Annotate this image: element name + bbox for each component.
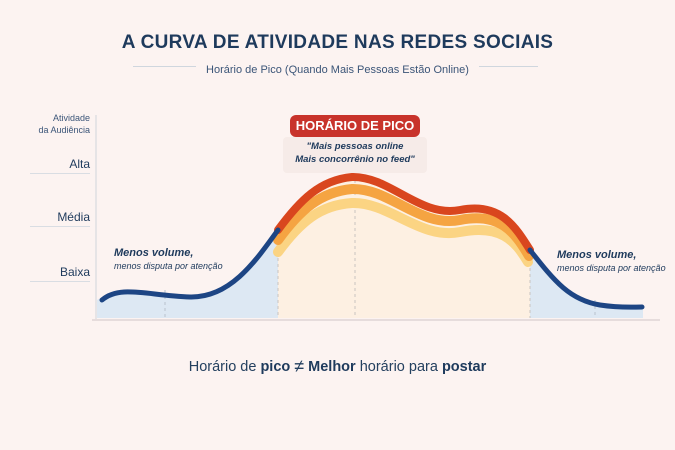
y-axis-label: Atividade da Audiência: [18, 112, 90, 136]
peak-note-line1: "Mais pessoas online: [306, 141, 404, 152]
y-tick-line: [30, 173, 90, 174]
not-equal-icon: ≠: [294, 356, 305, 376]
peak-note-line2: Mais concorrênio no feed": [295, 154, 415, 165]
right-region-note: Menos volume, menos disputa por atenção: [557, 249, 666, 273]
y-tick-line: [30, 226, 90, 227]
y-tick-line: [30, 281, 90, 282]
peak-band-yellow: [273, 197, 533, 267]
right-note-line1: Menos volume,: [557, 249, 637, 261]
low-curve-left: [99, 227, 281, 303]
y-axis-label-line1: Atividade: [52, 113, 90, 123]
footer-text-bold: postar: [441, 359, 487, 375]
y-tick-baixa: Baixa: [59, 265, 90, 279]
left-note-line2: menos disputa por atenção: [114, 261, 223, 271]
low-curve-right: [527, 247, 645, 310]
footer-text: Horário de: [188, 359, 261, 375]
peak-label-badge: HORÁRIO DE PICO: [290, 115, 420, 137]
subtitle-divider-left: [133, 66, 233, 67]
footer-text: horário para: [355, 359, 442, 375]
y-axis-label-line2: da Audiência: [38, 125, 90, 135]
y-tick-media: Média: [57, 210, 90, 224]
peak-band-orange: [273, 183, 534, 261]
right-note-line2: menos disputa por atenção: [557, 263, 666, 273]
chart-subtitle: Horário de Pico (Quando Mais Pessoas Est…: [196, 64, 479, 76]
chart-title: A CURVA DE ATIVIDADE NAS REDES SOCIAIS: [121, 32, 554, 53]
footer-text-bold: Melhor: [308, 359, 356, 375]
left-region-note: Menos volume, menos disputa por atenção: [114, 247, 223, 271]
low-region-left: [97, 228, 278, 318]
footer-text-bold: pico: [260, 359, 291, 375]
peak-band-red: [274, 172, 534, 254]
y-tick-alta: Alta: [69, 157, 90, 171]
subtitle-divider-right: [448, 66, 538, 67]
peak-annotation: "Mais pessoas online Mais concorrênio no…: [283, 137, 427, 173]
left-note-line1: Menos volume,: [114, 247, 194, 259]
footer-statement: Horário de pico ≠ Melhor horário para post…: [0, 355, 675, 376]
low-region-right: [530, 250, 643, 318]
